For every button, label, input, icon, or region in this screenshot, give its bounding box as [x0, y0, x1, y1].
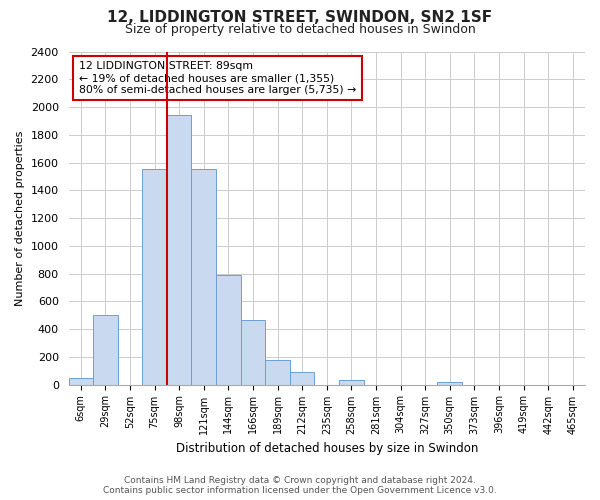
Bar — [68, 378, 93, 384]
Bar — [241, 320, 265, 384]
Bar — [265, 360, 290, 384]
Bar — [167, 116, 191, 384]
Text: 12 LIDDINGTON STREET: 89sqm
← 19% of detached houses are smaller (1,355)
80% of : 12 LIDDINGTON STREET: 89sqm ← 19% of det… — [79, 62, 356, 94]
Bar — [142, 170, 167, 384]
Y-axis label: Number of detached properties: Number of detached properties — [15, 130, 25, 306]
Bar — [437, 382, 462, 384]
Bar — [290, 372, 314, 384]
Bar — [191, 170, 216, 384]
Text: Contains HM Land Registry data © Crown copyright and database right 2024.
Contai: Contains HM Land Registry data © Crown c… — [103, 476, 497, 495]
Bar — [216, 275, 241, 384]
X-axis label: Distribution of detached houses by size in Swindon: Distribution of detached houses by size … — [176, 442, 478, 455]
Bar — [339, 380, 364, 384]
Text: 12, LIDDINGTON STREET, SWINDON, SN2 1SF: 12, LIDDINGTON STREET, SWINDON, SN2 1SF — [107, 10, 493, 25]
Bar — [93, 315, 118, 384]
Text: Size of property relative to detached houses in Swindon: Size of property relative to detached ho… — [125, 22, 475, 36]
